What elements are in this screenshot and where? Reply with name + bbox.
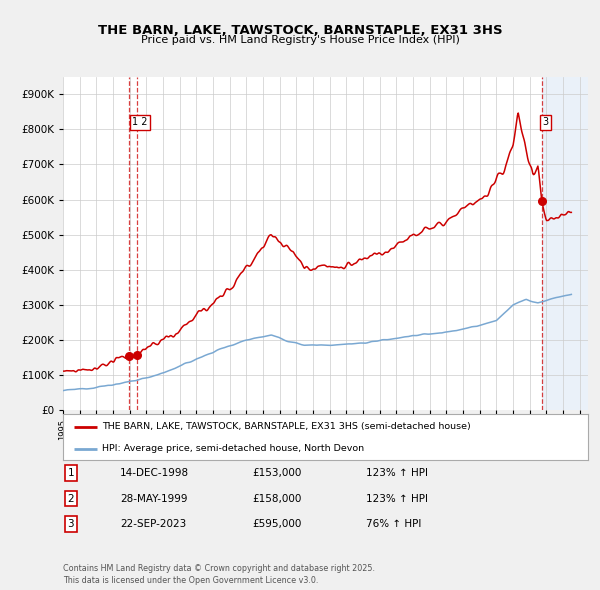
Text: 2: 2 [67, 494, 74, 503]
Text: THE BARN, LAKE, TAWSTOCK, BARNSTAPLE, EX31 3HS: THE BARN, LAKE, TAWSTOCK, BARNSTAPLE, EX… [98, 24, 502, 37]
Text: 123% ↑ HPI: 123% ↑ HPI [366, 468, 428, 478]
Text: 3: 3 [67, 519, 74, 529]
Bar [542, 77, 588, 410]
Text: 14-DEC-1998: 14-DEC-1998 [120, 468, 189, 478]
Text: 1 2: 1 2 [132, 117, 148, 127]
Text: Price paid vs. HM Land Registry's House Price Index (HPI): Price paid vs. HM Land Registry's House … [140, 35, 460, 45]
Text: 76% ↑ HPI: 76% ↑ HPI [366, 519, 421, 529]
Text: 28-MAY-1999: 28-MAY-1999 [120, 494, 187, 503]
Text: £595,000: £595,000 [252, 519, 301, 529]
Text: £153,000: £153,000 [252, 468, 301, 478]
Text: Contains HM Land Registry data © Crown copyright and database right 2025.
This d: Contains HM Land Registry data © Crown c… [63, 565, 375, 585]
Text: THE BARN, LAKE, TAWSTOCK, BARNSTAPLE, EX31 3HS (semi-detached house): THE BARN, LAKE, TAWSTOCK, BARNSTAPLE, EX… [103, 422, 471, 431]
Text: HPI: Average price, semi-detached house, North Devon: HPI: Average price, semi-detached house,… [103, 444, 365, 453]
Text: £158,000: £158,000 [252, 494, 301, 503]
Text: 3: 3 [542, 117, 548, 127]
Text: 123% ↑ HPI: 123% ↑ HPI [366, 494, 428, 503]
Text: 22-SEP-2023: 22-SEP-2023 [120, 519, 186, 529]
Text: 1: 1 [67, 468, 74, 478]
